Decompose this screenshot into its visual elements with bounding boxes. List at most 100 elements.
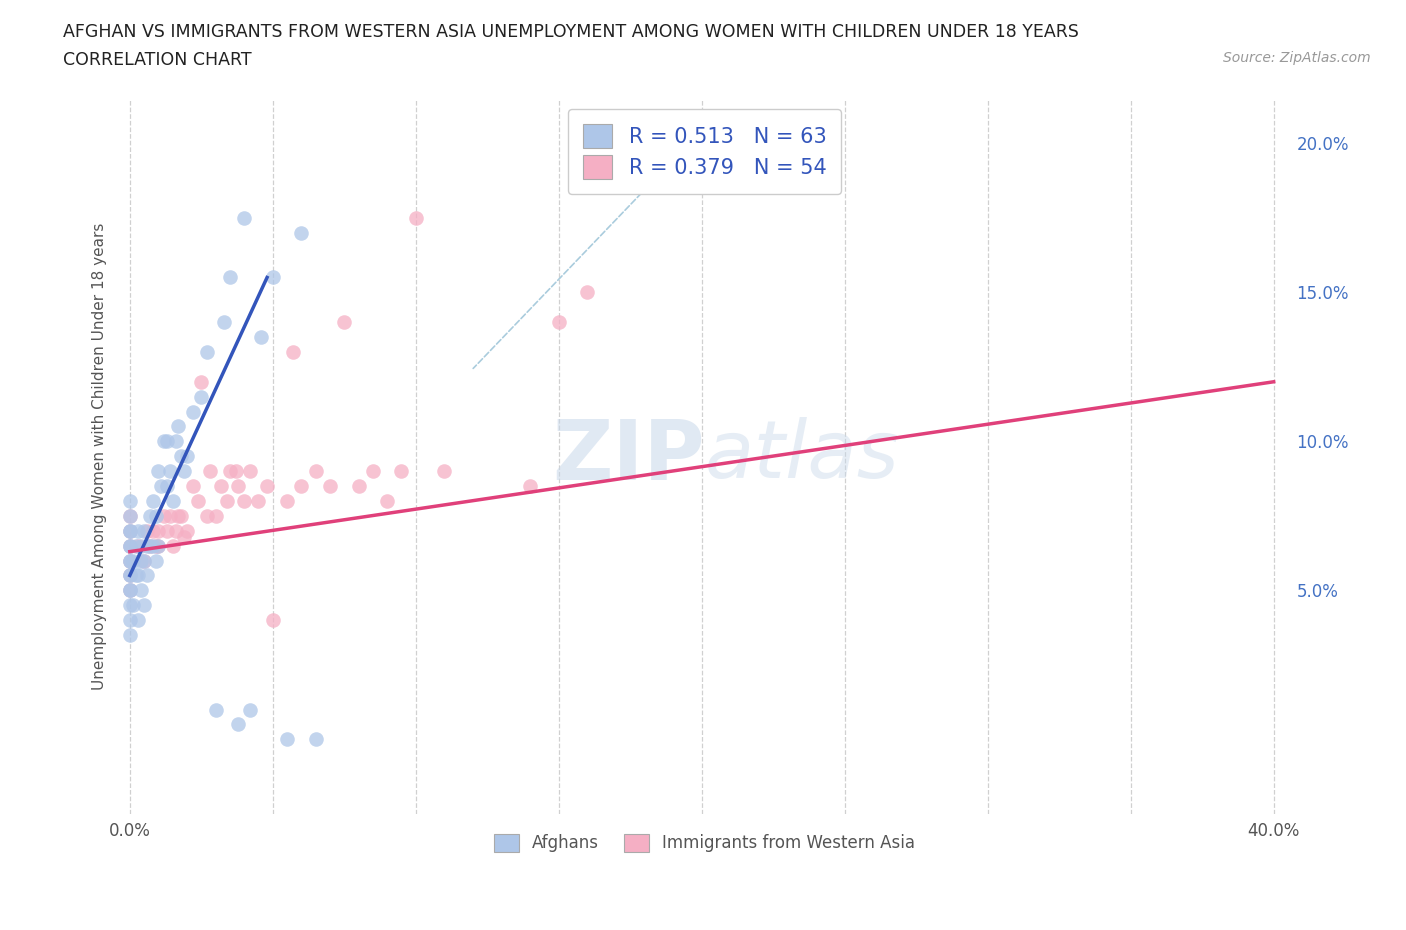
Text: ZIP: ZIP	[553, 416, 704, 497]
Point	[170, 449, 193, 464]
Text: Source: ZipAtlas.com: Source: ZipAtlas.com	[1223, 51, 1371, 65]
Point	[219, 270, 242, 285]
Point	[159, 509, 181, 524]
Point	[118, 613, 141, 628]
Point	[195, 509, 218, 524]
Point	[118, 509, 141, 524]
Point	[118, 583, 141, 598]
Point	[176, 449, 198, 464]
Text: AFGHAN VS IMMIGRANTS FROM WESTERN ASIA UNEMPLOYMENT AMONG WOMEN WITH CHILDREN UN: AFGHAN VS IMMIGRANTS FROM WESTERN ASIA U…	[63, 23, 1080, 41]
Point	[176, 524, 198, 538]
Point	[239, 464, 262, 479]
Point	[162, 538, 184, 553]
Point	[262, 613, 284, 628]
Point	[153, 509, 176, 524]
Point	[190, 390, 212, 405]
Point	[290, 225, 312, 240]
Point	[139, 538, 162, 553]
Point	[165, 524, 187, 538]
Point	[118, 553, 141, 568]
Point	[145, 553, 167, 568]
Point	[148, 464, 170, 479]
Point	[142, 524, 165, 538]
Point	[118, 509, 141, 524]
Point	[159, 464, 181, 479]
Point	[547, 314, 569, 329]
Point	[132, 553, 155, 568]
Point	[118, 553, 141, 568]
Point	[118, 524, 141, 538]
Point	[519, 479, 541, 494]
Point	[361, 464, 384, 479]
Point	[124, 568, 146, 583]
Point	[145, 538, 167, 553]
Point	[148, 524, 170, 538]
Point	[118, 538, 141, 553]
Point	[139, 509, 162, 524]
Point	[136, 568, 159, 583]
Point	[276, 494, 298, 509]
Y-axis label: Unemployment Among Women with Children Under 18 years: Unemployment Among Women with Children U…	[93, 222, 107, 690]
Point	[132, 524, 155, 538]
Point	[132, 598, 155, 613]
Point	[129, 583, 152, 598]
Point	[118, 583, 141, 598]
Point	[228, 479, 250, 494]
Point	[319, 479, 342, 494]
Point	[391, 464, 413, 479]
Point	[156, 434, 179, 449]
Point	[156, 524, 179, 538]
Point	[129, 538, 152, 553]
Point	[156, 479, 179, 494]
Point	[333, 314, 356, 329]
Point	[212, 314, 235, 329]
Point	[153, 434, 176, 449]
Point	[124, 538, 146, 553]
Point	[142, 538, 165, 553]
Point	[250, 329, 273, 344]
Point	[129, 553, 152, 568]
Point	[233, 210, 256, 225]
Point	[167, 509, 190, 524]
Point	[167, 419, 190, 434]
Point	[118, 494, 141, 509]
Point	[198, 464, 221, 479]
Point	[118, 628, 141, 643]
Legend: Afghans, Immigrants from Western Asia: Afghans, Immigrants from Western Asia	[486, 827, 922, 859]
Point	[204, 702, 226, 717]
Point	[405, 210, 427, 225]
Point	[290, 479, 312, 494]
Point	[173, 529, 195, 544]
Point	[118, 598, 141, 613]
Point	[121, 553, 143, 568]
Point	[433, 464, 456, 479]
Point	[262, 270, 284, 285]
Point	[347, 479, 370, 494]
Point	[118, 568, 141, 583]
Point	[136, 524, 159, 538]
Point	[148, 538, 170, 553]
Point	[281, 344, 304, 359]
Point	[219, 464, 242, 479]
Point	[145, 509, 167, 524]
Point	[576, 285, 599, 299]
Point	[233, 494, 256, 509]
Point	[239, 702, 262, 717]
Point	[215, 494, 238, 509]
Point	[173, 464, 195, 479]
Point	[181, 405, 204, 419]
Point	[204, 509, 226, 524]
Point	[375, 494, 398, 509]
Point	[170, 509, 193, 524]
Point	[132, 553, 155, 568]
Point	[190, 375, 212, 390]
Point	[127, 568, 149, 583]
Point	[305, 464, 328, 479]
Point	[165, 434, 187, 449]
Point	[181, 479, 204, 494]
Point	[118, 568, 141, 583]
Point	[209, 479, 232, 494]
Point	[247, 494, 270, 509]
Point	[118, 538, 141, 553]
Point	[118, 524, 141, 538]
